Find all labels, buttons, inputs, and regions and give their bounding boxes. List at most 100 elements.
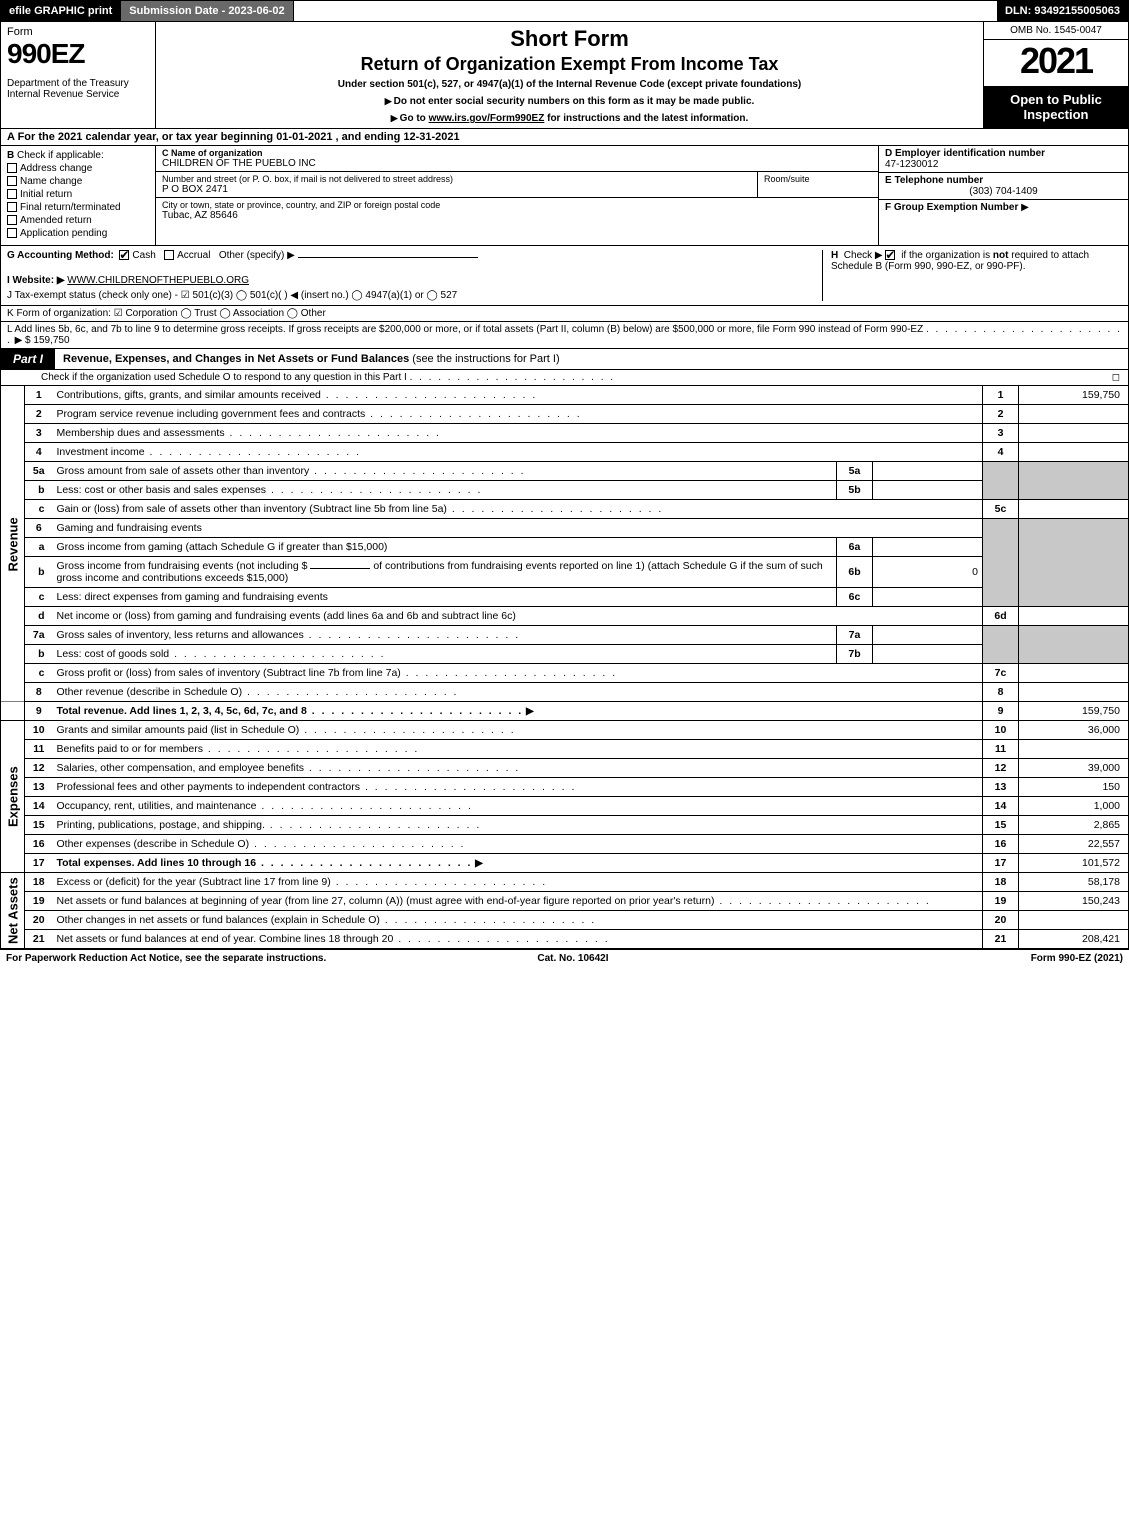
- mv: [873, 645, 983, 664]
- desc-14: Occupancy, rent, utilities, and maintena…: [53, 797, 983, 816]
- rv: [1019, 683, 1129, 702]
- b-label: B: [7, 150, 14, 161]
- desc-5b: Less: cost or other basis and sales expe…: [53, 481, 837, 500]
- shaded: [1019, 462, 1129, 500]
- room-label: Room/suite: [764, 174, 872, 184]
- efile-label[interactable]: efile GRAPHIC print: [1, 1, 121, 21]
- chk-address-change-label: Address change: [20, 163, 92, 174]
- instr-ssn-text: Do not enter social security numbers on …: [394, 96, 755, 107]
- chk-cash[interactable]: [119, 250, 129, 260]
- instr-link-row: Go to www.irs.gov/Form990EZ for instruct…: [166, 113, 973, 124]
- org-name-label: C Name of organization: [162, 148, 872, 158]
- chk-initial-return[interactable]: Initial return: [7, 189, 149, 200]
- desc-6: Gaming and fundraising events: [53, 519, 983, 538]
- row-l-text: L Add lines 5b, 6c, and 7b to line 9 to …: [7, 324, 923, 335]
- rn: 9: [983, 702, 1019, 721]
- chk-application-pending-label: Application pending: [20, 228, 107, 239]
- desc-5a: Gross amount from sale of assets other t…: [53, 462, 837, 481]
- rn: 5c: [983, 500, 1019, 519]
- org-name-block: C Name of organization CHILDREN OF THE P…: [156, 146, 878, 172]
- chk-schedule-b[interactable]: [885, 250, 895, 260]
- chk-final-return-label: Final return/terminated: [20, 202, 121, 213]
- ln: 9: [25, 702, 53, 721]
- page-footer: For Paperwork Reduction Act Notice, see …: [0, 949, 1129, 967]
- footer-cat: Cat. No. 10642I: [537, 953, 608, 964]
- footer-right: Form 990-EZ (2021): [1031, 953, 1123, 964]
- mv: [873, 626, 983, 645]
- instr-pre: Go to: [400, 113, 429, 124]
- chk-amended-return[interactable]: Amended return: [7, 215, 149, 226]
- row-gh: G Accounting Method: Cash Accrual Other …: [0, 246, 1129, 306]
- street-block: Number and street (or P. O. box, if mail…: [156, 172, 758, 197]
- header-center: Short Form Return of Organization Exempt…: [156, 22, 983, 128]
- accrual-label: Accrual: [177, 250, 210, 261]
- accounting-method: G Accounting Method: Cash Accrual Other …: [7, 250, 814, 301]
- rv: 150,243: [1019, 892, 1129, 911]
- rn: 16: [983, 835, 1019, 854]
- website-link[interactable]: WWW.CHILDRENOFTHEPUEBLO.ORG: [67, 275, 249, 286]
- desc-15: Printing, publications, postage, and shi…: [53, 816, 983, 835]
- part1-sub-box[interactable]: ◻: [1112, 372, 1120, 383]
- desc-6d: Net income or (loss) from gaming and fun…: [53, 607, 983, 626]
- h-label: H: [831, 250, 838, 261]
- desc-6c: Less: direct expenses from gaming and fu…: [53, 588, 837, 607]
- mn: 6b: [837, 557, 873, 588]
- desc-2: Program service revenue including govern…: [53, 405, 983, 424]
- rn: 12: [983, 759, 1019, 778]
- header-right: OMB No. 1545-0047 2021 Open to Public In…: [983, 22, 1128, 128]
- city-label: City or town, state or province, country…: [162, 200, 872, 210]
- dln-label: DLN: 93492155005063: [997, 1, 1128, 21]
- header-left: Form 990EZ Department of the Treasury In…: [1, 22, 156, 128]
- chk-final-return[interactable]: Final return/terminated: [7, 202, 149, 213]
- shaded: [1019, 519, 1129, 607]
- rv: 1,000: [1019, 797, 1129, 816]
- desc-8: Other revenue (describe in Schedule O): [53, 683, 983, 702]
- contrib-amount-input[interactable]: [310, 568, 370, 569]
- rv: 2,865: [1019, 816, 1129, 835]
- tax-year: 2021: [984, 40, 1128, 82]
- omb-number: OMB No. 1545-0047: [984, 22, 1128, 40]
- ln: 7a: [25, 626, 53, 645]
- mn: 6a: [837, 538, 873, 557]
- ln: b: [25, 557, 53, 588]
- group-exemption-block: F Group Exemption Number ▶: [879, 200, 1128, 215]
- rv: 22,557: [1019, 835, 1129, 854]
- open-public-badge: Open to Public Inspection: [984, 86, 1128, 128]
- rn: 3: [983, 424, 1019, 443]
- desc-7a: Gross sales of inventory, less returns a…: [53, 626, 837, 645]
- ln: 12: [25, 759, 53, 778]
- desc-21: Net assets or fund balances at end of ye…: [53, 930, 983, 949]
- shaded: [983, 519, 1019, 607]
- instr-post: for instructions and the latest informat…: [544, 113, 748, 124]
- chk-accrual[interactable]: [164, 250, 174, 260]
- b-hint: Check if applicable:: [17, 150, 104, 161]
- ln: 4: [25, 443, 53, 462]
- row-k: K Form of organization: ☑ Corporation ◯ …: [0, 306, 1129, 322]
- other-specify-input[interactable]: [298, 257, 478, 258]
- title-return: Return of Organization Exempt From Incom…: [166, 54, 973, 75]
- rv: [1019, 911, 1129, 930]
- part1-grid: Revenue 1 Contributions, gifts, grants, …: [0, 386, 1129, 949]
- city-block: City or town, state or province, country…: [156, 198, 878, 223]
- ln: 6: [25, 519, 53, 538]
- desc-7c: Gross profit or (loss) from sales of inv…: [53, 664, 983, 683]
- city-val: Tubac, AZ 85646: [162, 210, 872, 221]
- shaded: [1019, 626, 1129, 664]
- g-label: G Accounting Method:: [7, 250, 114, 261]
- desc-7b: Less: cost of goods sold: [53, 645, 837, 664]
- rn: 2: [983, 405, 1019, 424]
- rn: 13: [983, 778, 1019, 797]
- org-name: CHILDREN OF THE PUEBLO INC: [162, 158, 872, 169]
- chk-name-change[interactable]: Name change: [7, 176, 149, 187]
- chk-address-change[interactable]: Address change: [7, 163, 149, 174]
- ln: 16: [25, 835, 53, 854]
- ein-label: D Employer identification number: [885, 148, 1122, 159]
- rv: [1019, 405, 1129, 424]
- ln: 3: [25, 424, 53, 443]
- irs-link[interactable]: www.irs.gov/Form990EZ: [429, 113, 545, 124]
- chk-application-pending[interactable]: Application pending: [7, 228, 149, 239]
- mv: [873, 462, 983, 481]
- i-label: I Website: ▶: [7, 275, 65, 286]
- rv: 101,572: [1019, 854, 1129, 873]
- group-label: F Group Exemption Number: [885, 202, 1018, 213]
